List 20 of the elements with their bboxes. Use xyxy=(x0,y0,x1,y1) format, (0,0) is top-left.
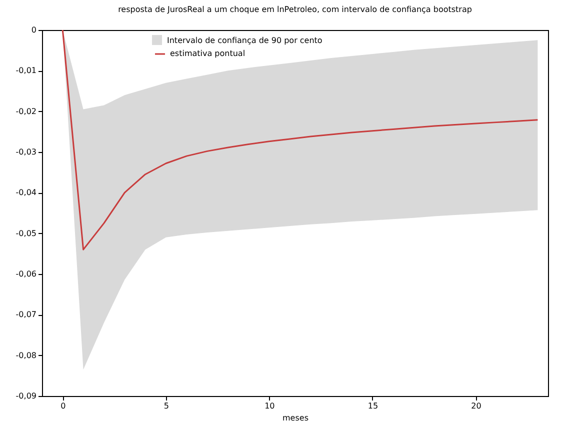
legend-label: estimativa pontual xyxy=(170,49,246,58)
x-tick-label: 20 xyxy=(471,402,482,410)
line-series xyxy=(62,29,538,250)
y-tick-label: -0,04 xyxy=(16,188,36,198)
y-tick-label: -0,02 xyxy=(16,106,36,116)
y-tick-label: -0,05 xyxy=(16,228,36,238)
annotation: Intervalo de confiança de 90 por cento xyxy=(167,36,322,44)
x-tick-label: 5 xyxy=(164,402,169,410)
x-tick-label: 15 xyxy=(368,402,378,410)
y-tick-label: -0,09 xyxy=(16,392,36,400)
x-tick-label: 0 xyxy=(60,402,66,410)
y-tick-label: -0,03 xyxy=(16,148,36,156)
y-tick-label: 0 xyxy=(31,26,36,34)
x-tick-label: 10 xyxy=(264,402,275,410)
y-tick-label: -0,07 xyxy=(16,310,36,320)
x-axis-title: meses xyxy=(282,414,308,422)
y-tick-label: -0,08 xyxy=(16,350,36,360)
y-tick-label: -0,06 xyxy=(16,270,36,278)
chart-title: resposta de JurosReal a um choque em lnPetroleo, com intervalo de confiança bootstrap xyxy=(118,5,472,14)
y-tick-label: -0,01 xyxy=(16,66,36,76)
